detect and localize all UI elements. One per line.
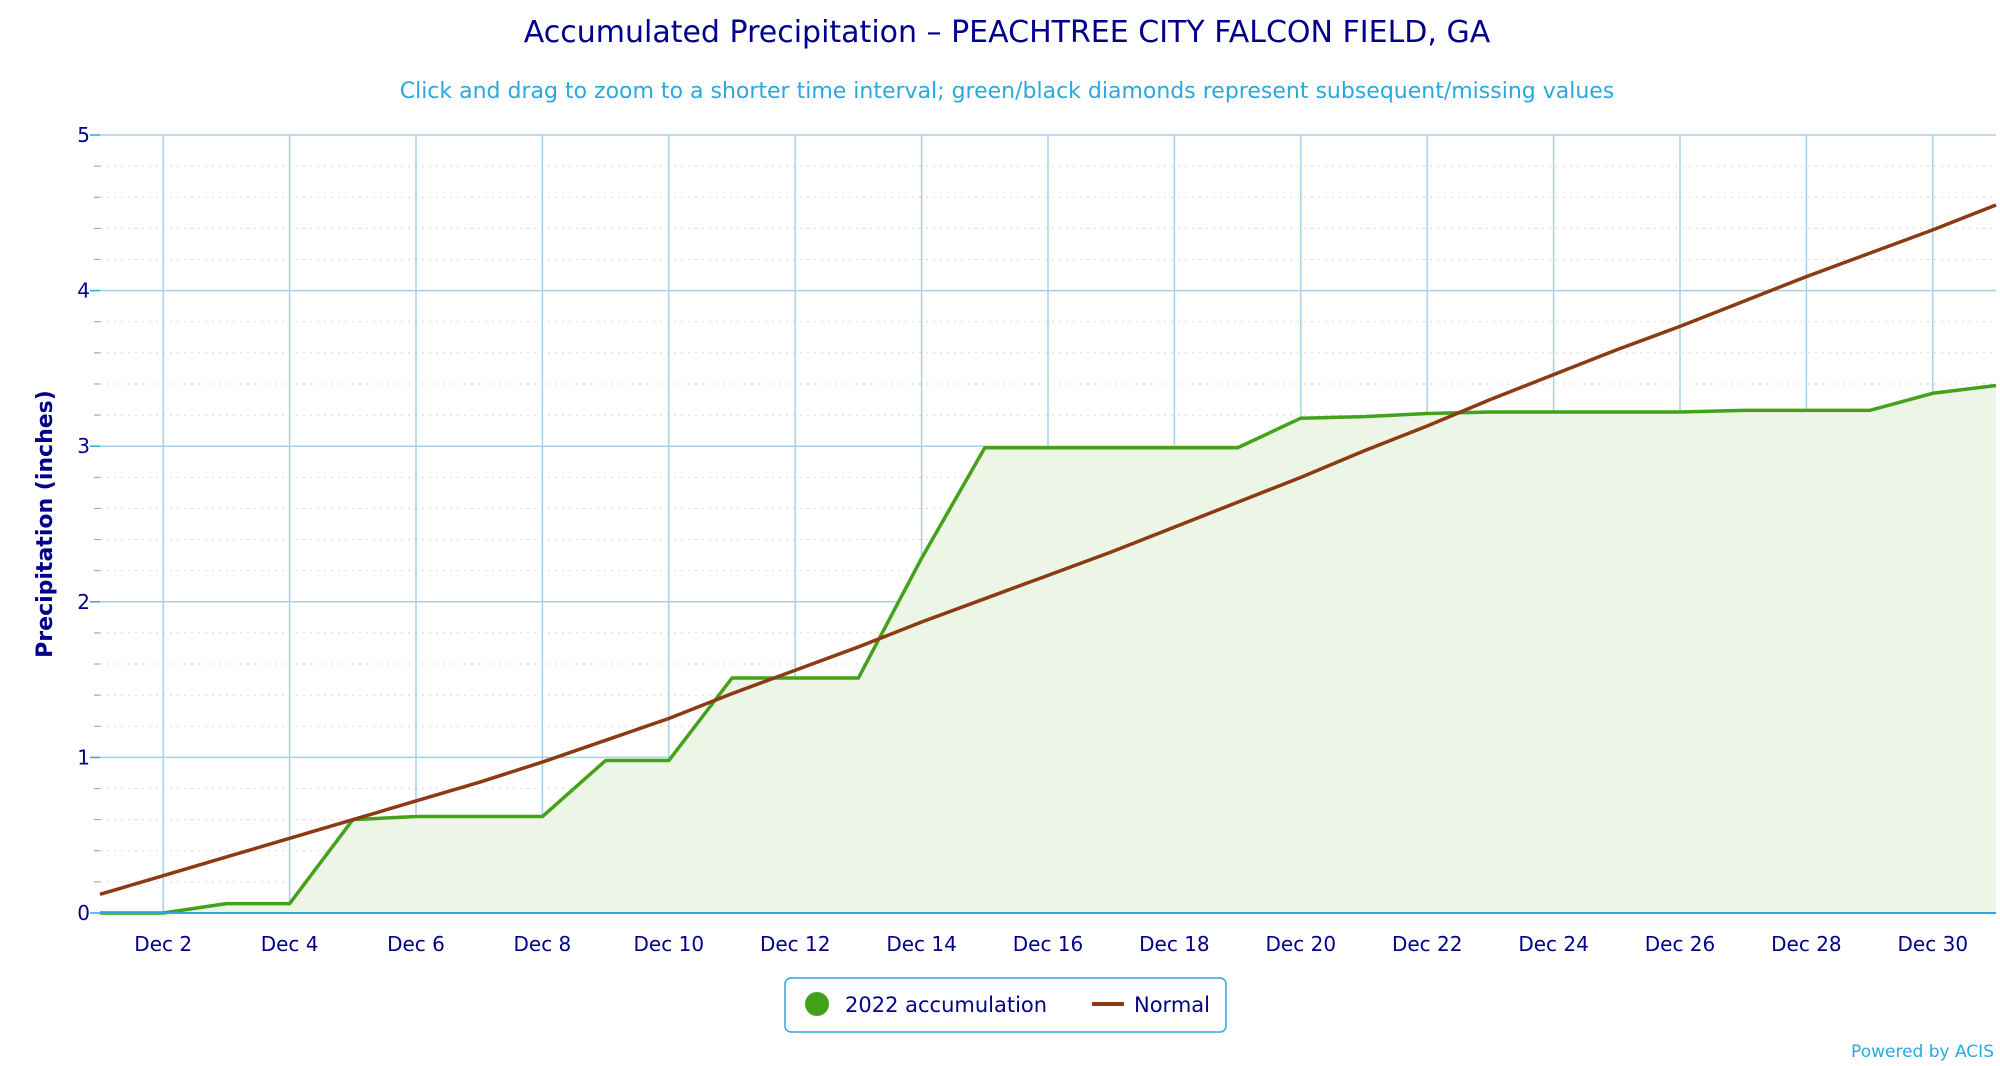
x-tick-label: Dec 26 [1645, 932, 1716, 956]
legend-label-2022-accumulation: 2022 accumulation [845, 993, 1047, 1017]
y-tick-label: 1 [77, 745, 90, 769]
x-tick-label: Dec 22 [1392, 932, 1463, 956]
x-tick-label: Dec 14 [886, 932, 957, 956]
legend-item-2022-accumulation[interactable]: 2022 accumulation [805, 992, 1047, 1017]
x-tick-label: Dec 20 [1266, 932, 1337, 956]
y-tick-label: 0 [77, 901, 90, 925]
accumulation-area [100, 385, 1996, 913]
x-tick-label: Dec 6 [387, 932, 445, 956]
legend-item-normal[interactable]: Normal [1092, 993, 1210, 1017]
x-tick-label: Dec 30 [1898, 932, 1969, 956]
legend-label-normal: Normal [1134, 993, 1210, 1017]
legend-box [784, 977, 1227, 1033]
x-tick-label: Dec 12 [760, 932, 831, 956]
x-tick-label: Dec 28 [1771, 932, 1842, 956]
x-tick-label: Dec 18 [1139, 932, 1210, 956]
x-tick-label: Dec 8 [514, 932, 572, 956]
chart-subtitle: Click and drag to zoom to a shorter time… [400, 79, 1615, 104]
x-tick-label: Dec 10 [634, 932, 705, 956]
y-tick-label: 2 [77, 590, 90, 614]
x-tick-label: Dec 16 [1013, 932, 1084, 956]
chart-title: Accumulated Precipitation – PEACHTREE CI… [524, 15, 1491, 50]
axes: 0 1 2 3 4 5 Dec 2 Dec 4 Dec 6 Dec 8 Dec 10 Dec 12 De… [77, 123, 1996, 956]
y-tick-label: 5 [77, 123, 90, 147]
y-tick-label: 4 [77, 279, 90, 303]
series-line-normal[interactable] [99, 203, 1997, 897]
legend-marker-2022-accumulation [805, 992, 829, 1016]
x-tick-label: Dec 4 [261, 932, 319, 956]
legend[interactable]: 2022 accumulation Normal [784, 977, 1227, 1033]
accumulation-area-fill [100, 385, 1996, 913]
y-axis-label: Precipitation (inches) [33, 390, 58, 658]
series-line-2022-accumulation[interactable] [100, 383, 1997, 915]
powered-by-link[interactable]: Powered by ACIS [1851, 1042, 1994, 1062]
x-tick-label: Dec 24 [1518, 932, 1589, 956]
y-tick-label: 3 [77, 434, 90, 458]
series-lines [99, 203, 1997, 915]
x-tick-label: Dec 2 [134, 932, 192, 956]
